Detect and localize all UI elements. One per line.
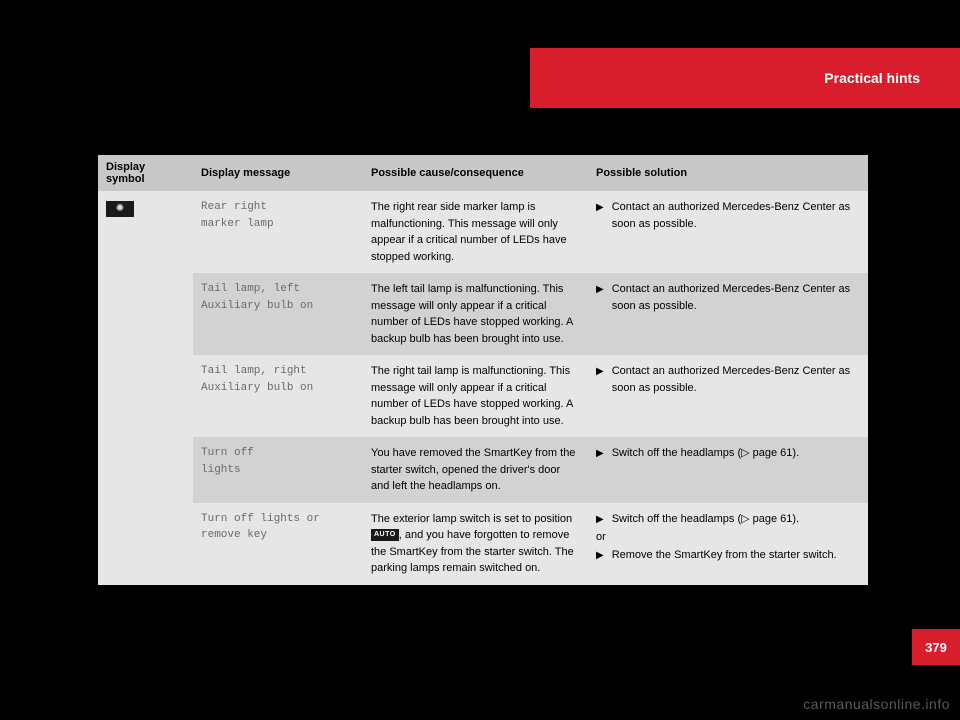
message-line: lights [201,462,355,479]
diagnostic-table: Display symbol Display message Possible … [98,155,868,585]
solution-text: Switch off the headlamps (▷ page 61). [612,511,799,528]
section-header-banner: Practical hints [530,48,960,108]
page-number: 379 [925,640,947,655]
col-header-cause: Possible cause/consequence [363,155,588,191]
solution-cell: ▶ Switch off the headlamps (▷ page 61). [588,437,868,503]
solution-item: ▶ Contact an authorized Mercedes-Benz Ce… [596,199,860,232]
solution-text: Switch off the headlamps (▷ page 61). [612,445,799,462]
message-line: Turn off lights or [201,511,355,528]
cause-cell: The left tail lamp is malfunctioning. Th… [363,273,588,355]
table-row: Tail lamp, left Auxiliary bulb on The le… [98,273,868,355]
solution-item: ▶ Switch off the headlamps (▷ page 61). [596,445,860,462]
col-header-message: Display message [193,155,363,191]
message-cell: Tail lamp, left Auxiliary bulb on [193,273,363,355]
message-line: Rear right [201,199,355,216]
table-row: Tail lamp, right Auxiliary bulb on The r… [98,355,868,437]
message-line: Turn off [201,445,355,462]
table-row: Turn off lights You have removed the Sma… [98,437,868,503]
watermark: carmanualsonline.info [803,696,950,712]
message-cell: Turn off lights or remove key [193,503,363,585]
arrow-icon: ▶ [596,548,604,564]
solution-text: Contact an authorized Mercedes-Benz Cent… [612,363,860,396]
diagnostic-table-container: Display symbol Display message Possible … [98,155,868,585]
cause-cell: The right tail lamp is malfunction­ing. … [363,355,588,437]
cause-cell: The right rear side marker lamp is malfu… [363,191,588,273]
arrow-icon: ▶ [596,446,604,462]
lamp-warning-icon: ✺ [106,201,134,217]
page-number-tab: 379 [912,629,960,665]
cause-pre: The exterior lamp switch is set to posit… [371,513,572,525]
table-header-row: Display symbol Display message Possible … [98,155,868,191]
message-line: Auxiliary bulb on [201,380,355,397]
arrow-icon: ▶ [596,512,604,528]
solution-text: Remove the SmartKey from the starter swi… [612,547,837,564]
cause-cell: You have removed the SmartKey from the s… [363,437,588,503]
cause-post: , and you have forgot­ten to remove the … [371,529,574,574]
table-row: Turn off lights or remove key The exteri… [98,503,868,585]
message-line: Tail lamp, left [201,281,355,298]
solution-item: ▶ Contact an authorized Mercedes-Benz Ce… [596,363,860,396]
solution-cell: ▶ Contact an authorized Mercedes-Benz Ce… [588,355,868,437]
solution-cell: ▶ Switch off the headlamps (▷ page 61). … [588,503,868,585]
message-line: marker lamp [201,216,355,233]
message-line: remove key [201,527,355,544]
cause-cell: The exterior lamp switch is set to posit… [363,503,588,585]
symbol-cell: ✺ [98,191,193,585]
message-line: Tail lamp, right [201,363,355,380]
arrow-icon: ▶ [596,364,604,396]
message-cell: Turn off lights [193,437,363,503]
col-header-symbol: Display symbol [98,155,193,191]
message-cell: Rear right marker lamp [193,191,363,273]
message-cell: Tail lamp, right Auxiliary bulb on [193,355,363,437]
solution-item: ▶ Switch off the headlamps (▷ page 61). [596,511,860,528]
solution-text: Contact an authorized Mercedes-Benz Cent… [612,199,860,232]
table-row: ✺ Rear right marker lamp The right rear … [98,191,868,273]
section-title: Practical hints [824,70,920,86]
or-separator: or [596,531,860,543]
solution-cell: ▶ Contact an authorized Mercedes-Benz Ce… [588,273,868,355]
col-header-solution: Possible solution [588,155,868,191]
solution-cell: ▶ Contact an authorized Mercedes-Benz Ce… [588,191,868,273]
auto-badge-icon: AUTO [371,529,399,542]
solution-text: Contact an authorized Mercedes-Benz Cent… [612,281,860,314]
arrow-icon: ▶ [596,282,604,314]
solution-item: ▶ Remove the SmartKey from the starter s… [596,547,860,564]
message-line: Auxiliary bulb on [201,298,355,315]
solution-item: ▶ Contact an authorized Mercedes-Benz Ce… [596,281,860,314]
arrow-icon: ▶ [596,200,604,232]
